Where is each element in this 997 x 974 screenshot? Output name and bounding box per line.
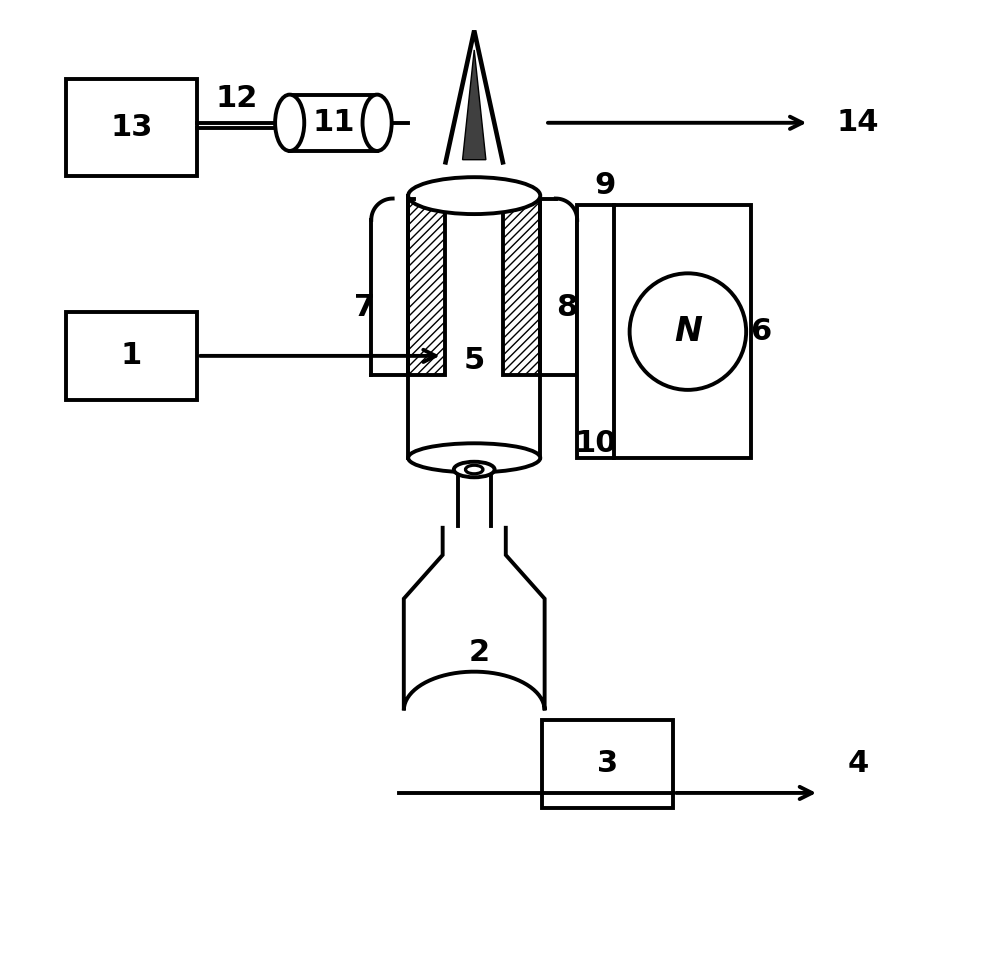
- Polygon shape: [463, 50, 486, 160]
- Text: 10: 10: [574, 429, 617, 458]
- Text: 11: 11: [312, 108, 355, 137]
- Ellipse shape: [408, 443, 540, 472]
- Bar: [458, 472, 491, 526]
- Ellipse shape: [466, 466, 483, 473]
- Text: 6: 6: [750, 318, 772, 346]
- Text: 14: 14: [836, 108, 879, 137]
- Bar: [503, 196, 540, 375]
- Text: 4: 4: [847, 749, 868, 778]
- Text: 7: 7: [354, 293, 375, 321]
- Ellipse shape: [454, 462, 495, 477]
- Bar: [408, 196, 540, 458]
- Text: 2: 2: [469, 638, 490, 666]
- Bar: [290, 94, 377, 151]
- Ellipse shape: [363, 94, 392, 151]
- Ellipse shape: [408, 177, 540, 214]
- Text: 1: 1: [121, 341, 142, 370]
- Polygon shape: [404, 526, 544, 710]
- Text: 5: 5: [464, 346, 485, 375]
- Bar: [67, 313, 197, 399]
- Text: 13: 13: [111, 113, 153, 142]
- Bar: [542, 720, 673, 807]
- Bar: [408, 196, 445, 375]
- Bar: [577, 206, 751, 458]
- Circle shape: [630, 274, 746, 390]
- Text: 8: 8: [556, 293, 577, 321]
- Text: N: N: [674, 316, 702, 348]
- Text: 12: 12: [215, 84, 257, 113]
- Text: 3: 3: [597, 749, 618, 778]
- Text: 9: 9: [594, 171, 616, 201]
- Bar: [67, 79, 197, 176]
- Ellipse shape: [275, 94, 304, 151]
